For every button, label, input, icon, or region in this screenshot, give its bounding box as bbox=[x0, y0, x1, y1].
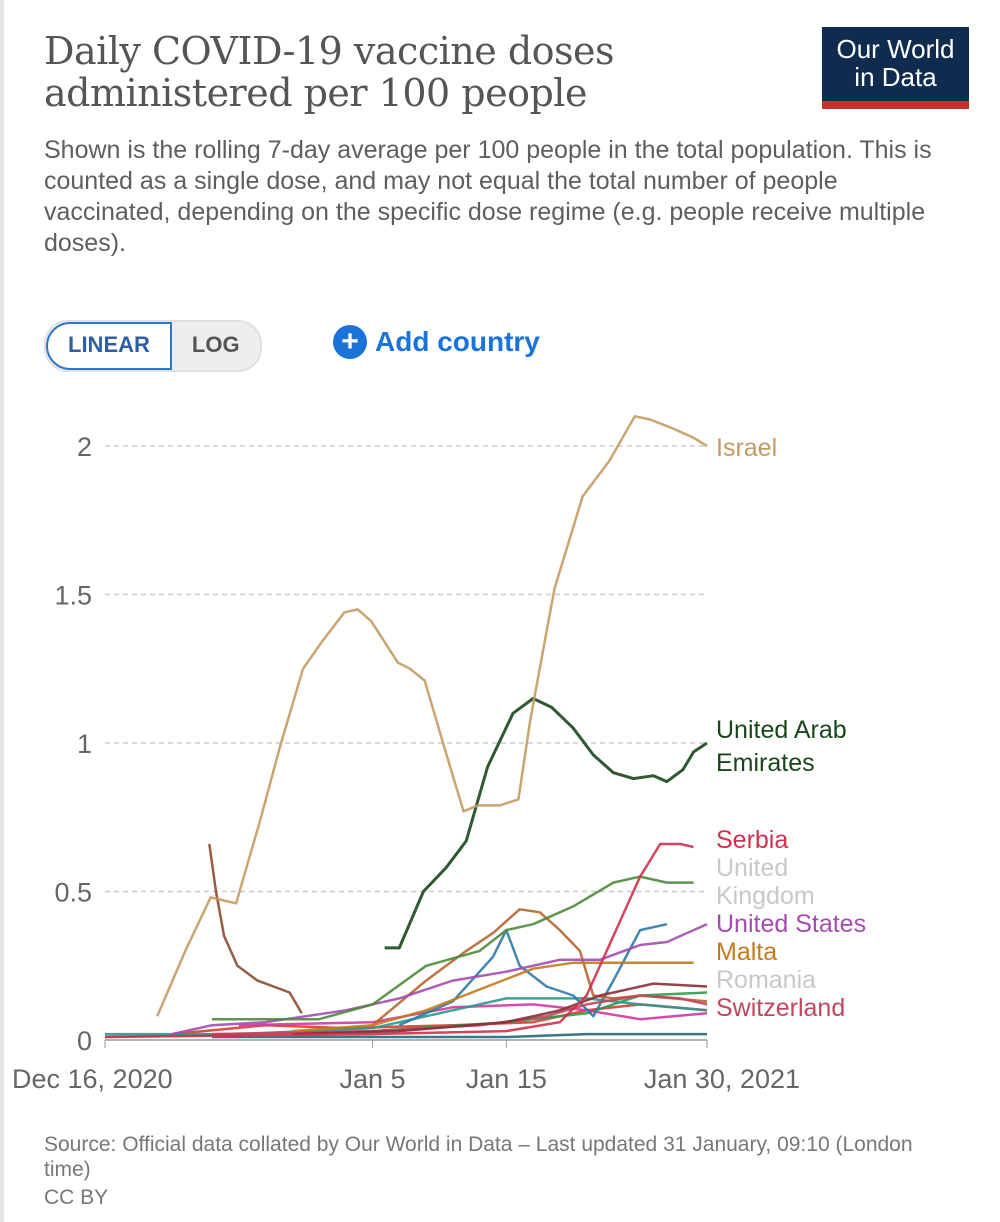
series-line-malta bbox=[292, 961, 694, 1033]
series-label: United bbox=[716, 854, 788, 882]
plus-circle-icon: + bbox=[333, 325, 367, 359]
series-line-united-states bbox=[171, 923, 708, 1036]
page-edge bbox=[0, 0, 4, 1222]
y-tick-label: 0.5 bbox=[54, 878, 92, 908]
series-line-romania bbox=[292, 982, 708, 1036]
series-label: Kingdom bbox=[716, 882, 815, 910]
series-label: Serbia bbox=[716, 826, 788, 854]
scale-toggle: LINEAR LOG bbox=[44, 320, 262, 372]
x-tick-label: Jan 5 bbox=[340, 1064, 406, 1094]
series-line-unlabeled-magenta bbox=[238, 1003, 708, 1027]
y-tick-label: 2 bbox=[77, 432, 92, 462]
add-country-label: Add country bbox=[375, 326, 540, 357]
series-label: Romania bbox=[716, 966, 816, 994]
y-tick-label: 1 bbox=[77, 729, 92, 759]
x-tick-label: Jan 15 bbox=[466, 1064, 547, 1094]
y-tick-label: 1.5 bbox=[54, 581, 92, 611]
owid-logo[interactable]: Our World in Data bbox=[822, 27, 969, 109]
x-tick-label: Jan 30, 2021 bbox=[644, 1064, 800, 1094]
source-note: Source: Official data collated by Our Wo… bbox=[44, 1133, 913, 1181]
series-line-united-kingdom bbox=[212, 875, 694, 1021]
x-tick-label: Dec 16, 2020 bbox=[12, 1064, 173, 1094]
series-line-israel bbox=[156, 415, 708, 1017]
series-label: Emirates bbox=[716, 749, 815, 777]
logo-line-2: in Data bbox=[854, 62, 937, 92]
series-label: United Arab bbox=[716, 716, 847, 744]
series-line-united-arab-emirates bbox=[384, 697, 708, 950]
series-line-unlabeled-dark-teal bbox=[212, 1032, 707, 1039]
add-country-button[interactable]: + Add country bbox=[333, 325, 540, 359]
series-line-bahrain-like-unlabeled- bbox=[208, 843, 303, 1014]
log-scale-button[interactable]: LOG bbox=[171, 322, 260, 370]
series-label: United States bbox=[716, 910, 866, 938]
series-label: Malta bbox=[716, 938, 777, 966]
series-line-switzerland bbox=[211, 994, 708, 1036]
series-line-serbia bbox=[104, 842, 694, 1039]
linear-scale-button[interactable]: LINEAR bbox=[46, 322, 172, 370]
chart-subtitle: Shown is the rolling 7-day average per 1… bbox=[44, 136, 932, 257]
series-label: Switzerland bbox=[716, 994, 845, 1022]
license-link[interactable]: CC BY bbox=[44, 1186, 109, 1209]
logo-line-1: Our World bbox=[836, 34, 955, 64]
chart-title: Daily COVID-19 vaccine doses administere… bbox=[44, 29, 615, 115]
y-tick-label: 0 bbox=[77, 1026, 92, 1056]
logo-red-bar bbox=[822, 101, 969, 109]
series-label: Israel bbox=[716, 434, 777, 462]
